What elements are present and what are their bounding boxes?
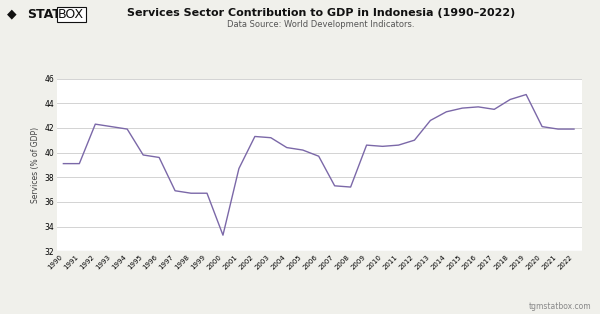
Text: Services Sector Contribution to GDP in Indonesia (1990–2022): Services Sector Contribution to GDP in I…	[127, 8, 515, 18]
Text: ◆: ◆	[7, 8, 17, 21]
Text: tgmstatbox.com: tgmstatbox.com	[529, 302, 591, 311]
Text: BOX: BOX	[58, 8, 85, 21]
Text: STAT: STAT	[27, 8, 61, 21]
Text: Data Source: World Development Indicators.: Data Source: World Development Indicator…	[227, 20, 415, 30]
Y-axis label: Services (% of GDP): Services (% of GDP)	[31, 127, 40, 203]
